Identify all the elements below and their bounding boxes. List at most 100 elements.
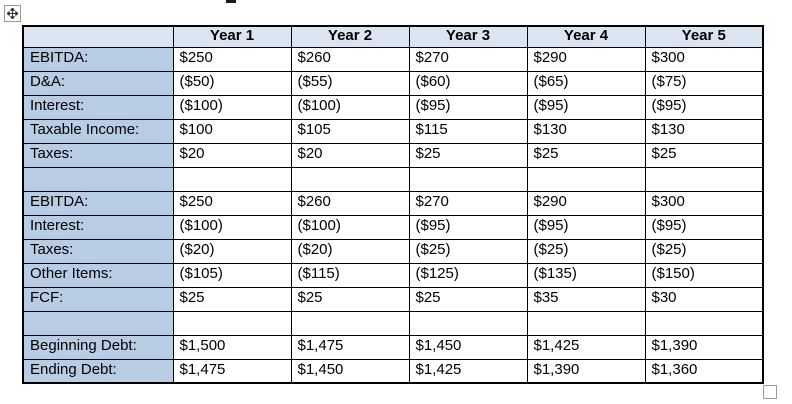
table-row: FCF: $25 $25 $25 $35 $30: [22, 286, 764, 312]
column-header-cell[interactable]: Year 5: [644, 25, 764, 48]
value-cell[interactable]: ($95): [526, 94, 646, 120]
value-cell[interactable]: ($125): [408, 262, 528, 288]
column-header-cell[interactable]: Year 4: [526, 25, 646, 48]
table-move-handle[interactable]: [4, 5, 21, 22]
row-label-cell[interactable]: Ending Debt:: [22, 358, 174, 384]
value-cell[interactable]: $25: [290, 286, 410, 312]
value-cell[interactable]: ($65): [526, 70, 646, 96]
column-header-cell[interactable]: Year 3: [408, 25, 528, 48]
cropped-heading-fragment: [226, 0, 236, 3]
value-cell[interactable]: ($60): [408, 70, 528, 96]
value-cell[interactable]: ($95): [408, 214, 528, 240]
value-cell[interactable]: $20: [290, 142, 410, 168]
value-cell[interactable]: ($25): [526, 238, 646, 264]
value-cell[interactable]: ($95): [408, 94, 528, 120]
value-cell[interactable]: [526, 166, 646, 192]
value-cell[interactable]: $25: [408, 142, 528, 168]
row-label-cell[interactable]: Interest:: [22, 94, 174, 120]
row-label-cell[interactable]: [22, 166, 174, 192]
value-cell[interactable]: $1,475: [290, 334, 410, 360]
row-label-cell[interactable]: Other Items:: [22, 262, 174, 288]
value-cell[interactable]: [408, 310, 528, 336]
value-cell[interactable]: $290: [526, 190, 646, 216]
value-cell[interactable]: ($115): [290, 262, 410, 288]
value-cell[interactable]: $1,500: [172, 334, 292, 360]
value-cell[interactable]: ($135): [526, 262, 646, 288]
value-cell[interactable]: ($50): [172, 70, 292, 96]
move-cross-icon: [7, 8, 18, 19]
value-cell[interactable]: $25: [408, 286, 528, 312]
value-cell[interactable]: ($20): [290, 238, 410, 264]
row-label-cell[interactable]: D&A:: [22, 70, 174, 96]
column-header-cell[interactable]: Year 2: [290, 25, 410, 48]
row-label-cell[interactable]: EBITDA:: [22, 190, 174, 216]
table-row: Taxable Income: $100 $105 $115 $130 $130: [22, 118, 764, 144]
value-cell[interactable]: ($100): [172, 214, 292, 240]
row-label-cell[interactable]: Interest:: [22, 214, 174, 240]
value-cell[interactable]: $115: [408, 118, 528, 144]
value-cell[interactable]: $1,360: [644, 358, 764, 384]
value-cell[interactable]: $25: [644, 142, 764, 168]
value-cell[interactable]: $270: [408, 46, 528, 72]
value-cell[interactable]: [408, 166, 528, 192]
value-cell[interactable]: [172, 166, 292, 192]
value-cell[interactable]: ($25): [408, 238, 528, 264]
corner-header-cell[interactable]: [22, 25, 174, 48]
value-cell[interactable]: $1,450: [408, 334, 528, 360]
value-cell[interactable]: ($75): [644, 70, 764, 96]
value-cell[interactable]: ($100): [290, 94, 410, 120]
row-label-cell[interactable]: Taxable Income:: [22, 118, 174, 144]
value-cell[interactable]: $35: [526, 286, 646, 312]
value-cell[interactable]: ($105): [172, 262, 292, 288]
value-cell[interactable]: [644, 310, 764, 336]
value-cell[interactable]: $290: [526, 46, 646, 72]
value-cell[interactable]: $30: [644, 286, 764, 312]
value-cell[interactable]: $1,390: [644, 334, 764, 360]
value-cell[interactable]: $1,450: [290, 358, 410, 384]
value-cell[interactable]: ($100): [172, 94, 292, 120]
value-cell[interactable]: $105: [290, 118, 410, 144]
value-cell[interactable]: ($95): [526, 214, 646, 240]
value-cell[interactable]: ($55): [290, 70, 410, 96]
row-label-cell[interactable]: Beginning Debt:: [22, 334, 174, 360]
row-label-cell[interactable]: Taxes:: [22, 142, 174, 168]
value-cell[interactable]: $1,475: [172, 358, 292, 384]
value-cell[interactable]: $300: [644, 46, 764, 72]
value-cell[interactable]: $260: [290, 46, 410, 72]
row-label-cell[interactable]: Taxes:: [22, 238, 174, 264]
value-cell[interactable]: [290, 166, 410, 192]
value-cell[interactable]: $130: [526, 118, 646, 144]
table-row: [22, 310, 764, 336]
value-cell[interactable]: ($95): [644, 214, 764, 240]
value-cell[interactable]: ($150): [644, 262, 764, 288]
table-row: Taxes: ($20) ($20) ($25) ($25) ($25): [22, 238, 764, 264]
value-cell[interactable]: $260: [290, 190, 410, 216]
table-resize-handle[interactable]: [763, 385, 777, 399]
value-cell[interactable]: $250: [172, 190, 292, 216]
value-cell[interactable]: ($20): [172, 238, 292, 264]
value-cell[interactable]: [526, 310, 646, 336]
value-cell[interactable]: $20: [172, 142, 292, 168]
value-cell[interactable]: $1,390: [526, 358, 646, 384]
value-cell[interactable]: $270: [408, 190, 528, 216]
value-cell[interactable]: $130: [644, 118, 764, 144]
value-cell[interactable]: $1,425: [408, 358, 528, 384]
value-cell[interactable]: [172, 310, 292, 336]
row-label-cell[interactable]: EBITDA:: [22, 46, 174, 72]
document-table-container: Year 1 Year 2 Year 3 Year 4 Year 5 EBITDA: $2…: [22, 25, 764, 384]
value-cell[interactable]: $100: [172, 118, 292, 144]
value-cell[interactable]: ($100): [290, 214, 410, 240]
value-cell[interactable]: $300: [644, 190, 764, 216]
value-cell[interactable]: ($95): [644, 94, 764, 120]
row-label-cell[interactable]: FCF:: [22, 286, 174, 312]
value-cell[interactable]: $1,425: [526, 334, 646, 360]
value-cell[interactable]: [290, 310, 410, 336]
value-cell[interactable]: [644, 166, 764, 192]
table-row: [22, 166, 764, 192]
column-header-cell[interactable]: Year 1: [172, 25, 292, 48]
row-label-cell[interactable]: [22, 310, 174, 336]
value-cell[interactable]: $250: [172, 46, 292, 72]
value-cell[interactable]: ($25): [644, 238, 764, 264]
value-cell[interactable]: $25: [172, 286, 292, 312]
value-cell[interactable]: $25: [526, 142, 646, 168]
